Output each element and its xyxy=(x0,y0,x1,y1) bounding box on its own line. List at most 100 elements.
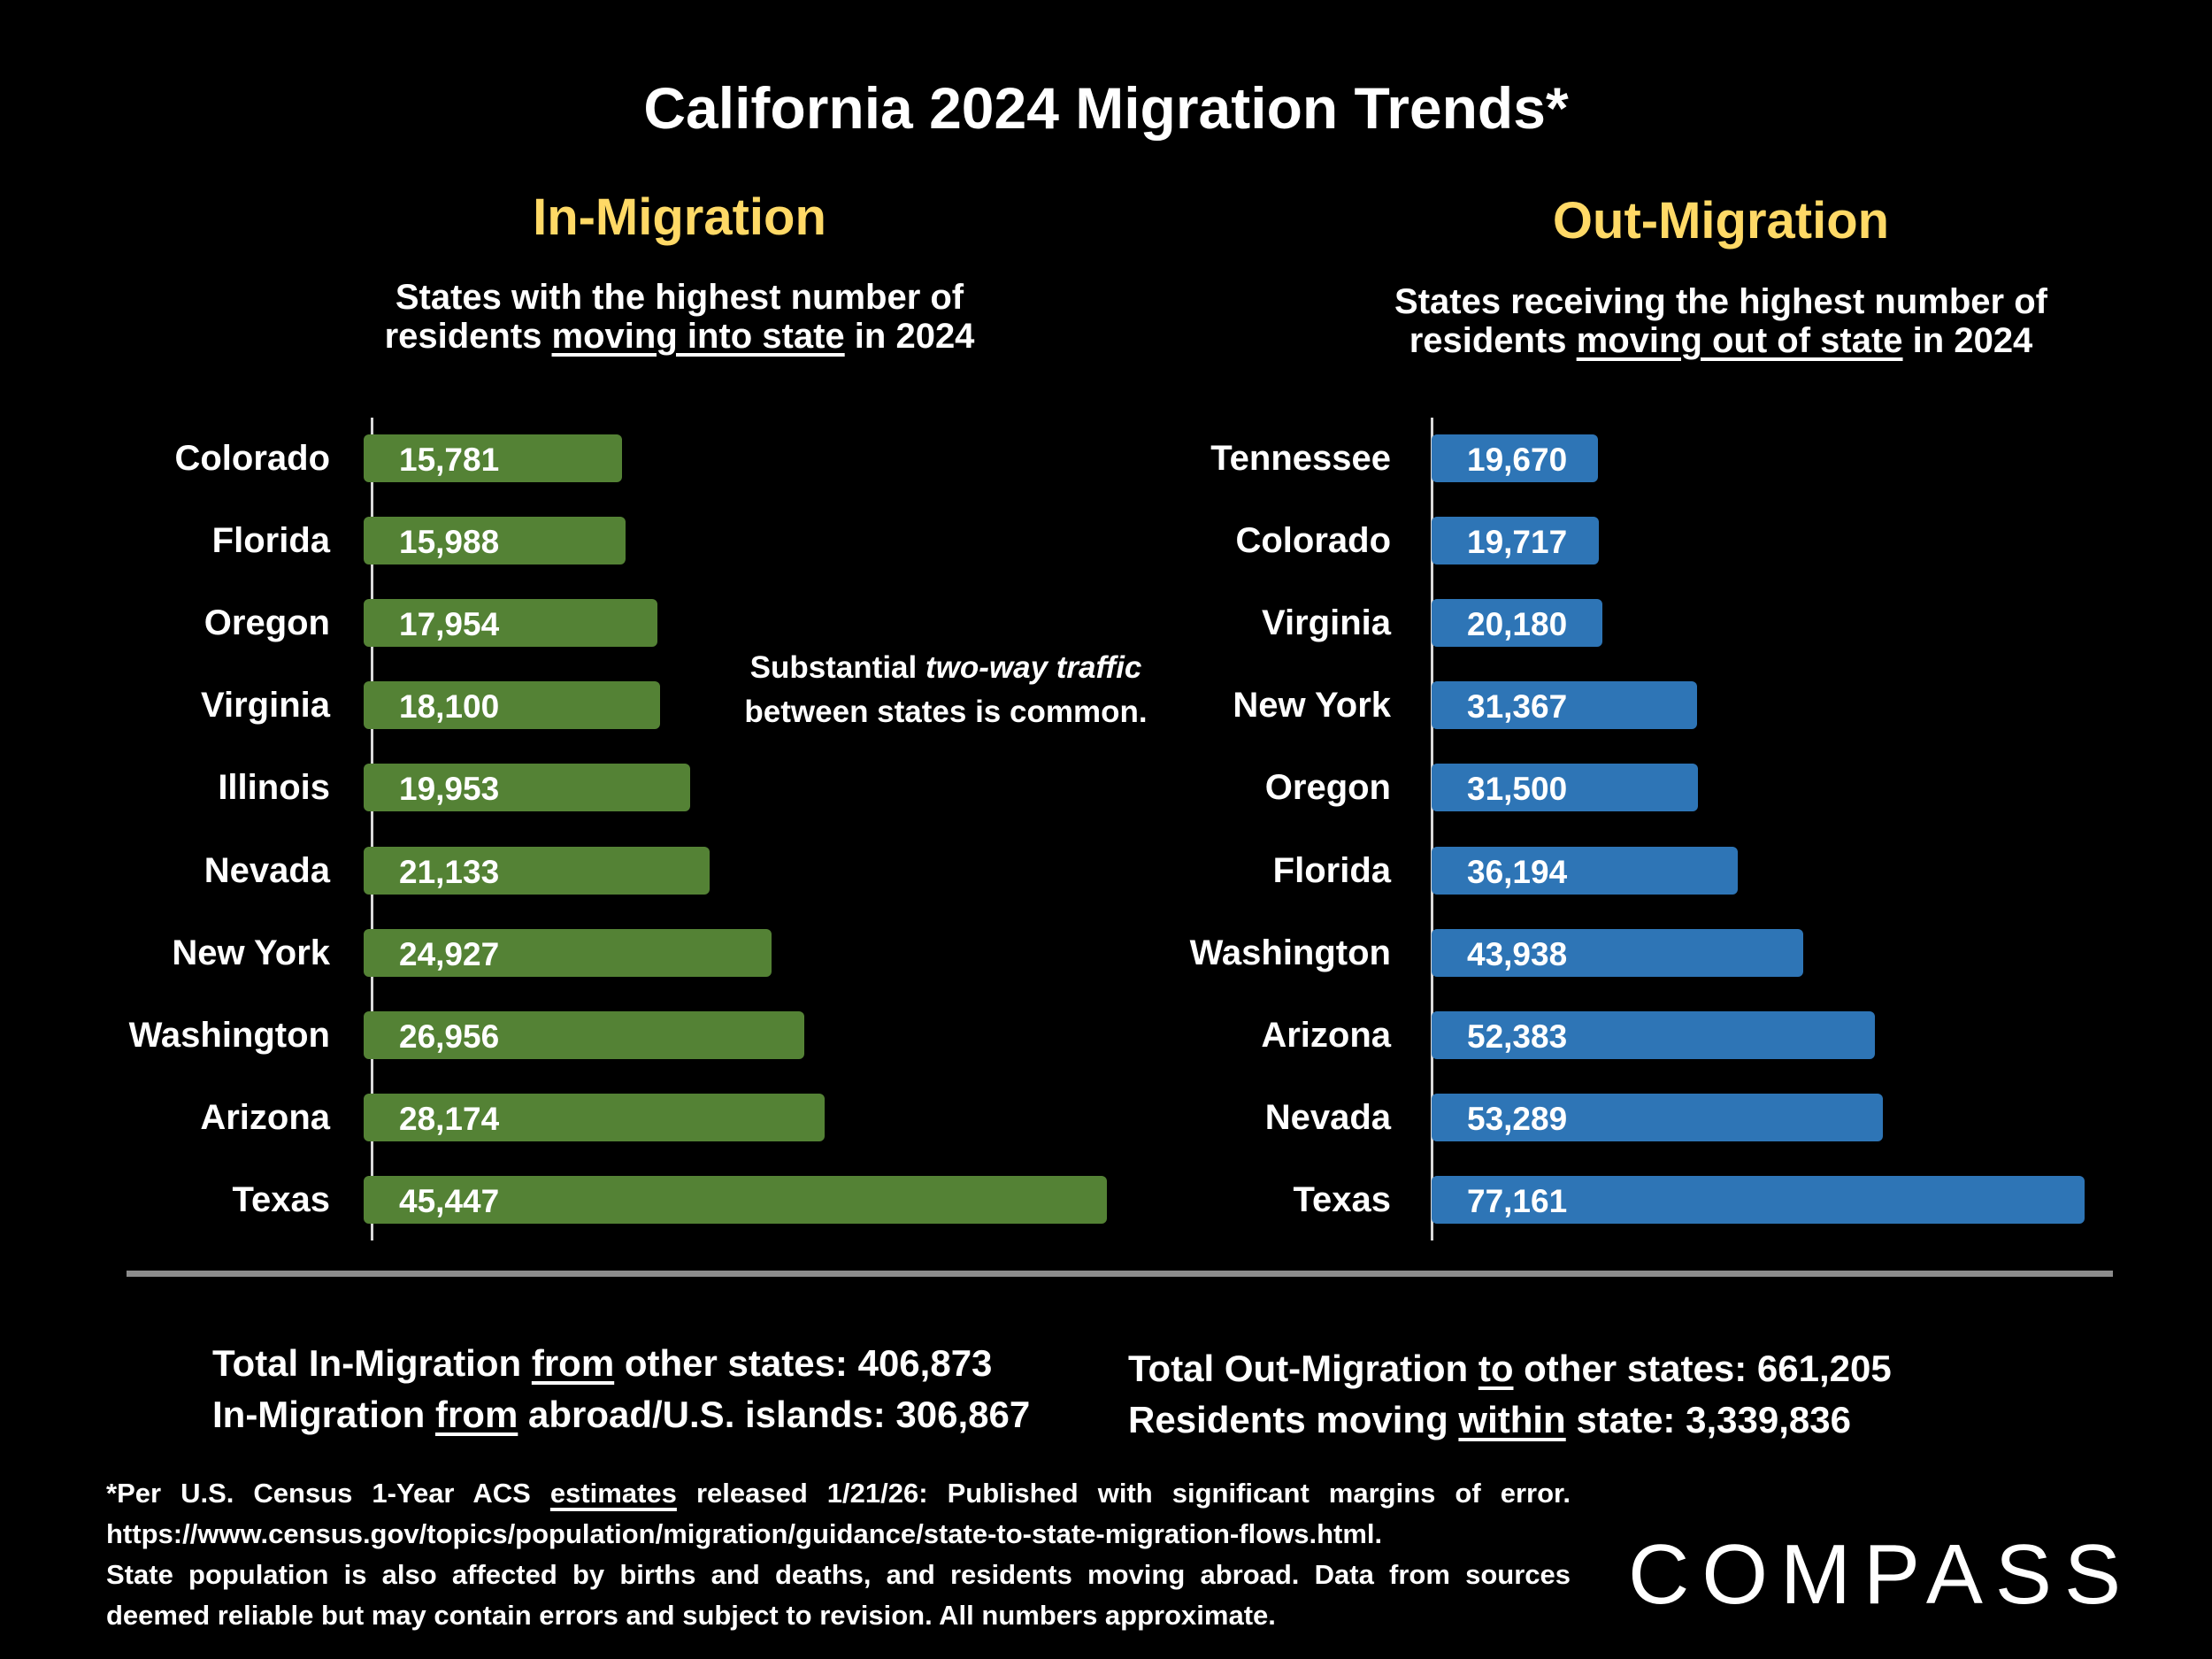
bar xyxy=(1432,928,1804,977)
bar xyxy=(364,517,626,565)
subtitle-line1: States with the highest number of xyxy=(395,278,964,317)
data-label: 36,194 xyxy=(1467,853,1568,890)
text: In-Migration xyxy=(212,1394,435,1435)
footnote-line1: *Per U.S. Census 1-Year ACS estimates re… xyxy=(106,1473,1571,1514)
divider xyxy=(127,1271,2113,1277)
data-label: 15,781 xyxy=(399,442,500,478)
category-label: New York xyxy=(172,933,330,972)
subtitle-line2: residents moving into state in 2024 xyxy=(193,317,1166,356)
category-label: Illinois xyxy=(218,768,330,808)
text: other states: 661,205 xyxy=(1513,1348,1892,1389)
axis-line xyxy=(1431,418,1433,1240)
bar xyxy=(1432,599,1602,648)
category-label: Oregon xyxy=(1264,768,1391,808)
category-label: Tennessee xyxy=(1210,439,1391,478)
annotation-text: Substantial xyxy=(749,650,926,685)
text: released 1/21/26: Published with signifi… xyxy=(676,1478,1571,1509)
category-label: Virginia xyxy=(201,686,330,726)
total-out-migration: Total Out-Migration to other states: 661… xyxy=(1128,1343,1892,1394)
subtitle-text: residents xyxy=(1409,321,1577,360)
data-label: 28,174 xyxy=(399,1100,500,1137)
underlined-text: estimates xyxy=(549,1478,677,1509)
data-label: 26,956 xyxy=(399,1018,500,1055)
subtitle-text: in 2024 xyxy=(844,317,975,356)
subtitle-line2: residents moving out of state in 2024 xyxy=(1234,321,2208,360)
subtitle-underlined: moving out of state xyxy=(1576,321,1903,360)
text: state: 3,339,836 xyxy=(1565,1399,1851,1440)
bar xyxy=(364,846,710,895)
in-migration-abroad: In-Migration from abroad/U.S. islands: 3… xyxy=(212,1389,1030,1440)
data-label: 19,717 xyxy=(1467,524,1568,561)
compass-logo: COMPASS xyxy=(1628,1527,2133,1622)
bar xyxy=(364,928,772,977)
bar xyxy=(364,1175,1107,1224)
bar xyxy=(1432,846,1739,895)
underlined-text: within xyxy=(1458,1399,1566,1440)
total-in-migration: Total In-Migration from other states: 40… xyxy=(212,1338,1030,1389)
data-label: 19,670 xyxy=(1467,442,1568,478)
text: Total In-Migration xyxy=(212,1342,532,1384)
page-title: California 2024 Migration Trends* xyxy=(643,75,1569,141)
bar xyxy=(1432,764,1699,812)
residents-within-state: Residents moving within state: 3,339,836 xyxy=(1128,1394,1892,1446)
subtitle-line1: States receiving the highest number of xyxy=(1394,282,2047,321)
category-label: Nevada xyxy=(204,850,330,890)
category-label: Nevada xyxy=(1264,1097,1391,1137)
data-label: 15,988 xyxy=(399,524,500,561)
category-label: Florida xyxy=(211,521,330,561)
bar xyxy=(364,681,660,730)
bar xyxy=(1432,434,1599,482)
bar xyxy=(1432,517,1599,565)
bar xyxy=(364,764,690,812)
bar xyxy=(364,434,622,482)
category-label: Washington xyxy=(128,1015,330,1055)
data-label: 52,383 xyxy=(1467,1018,1568,1055)
category-label: Arizona xyxy=(1261,1015,1391,1055)
text: Residents moving xyxy=(1128,1399,1459,1440)
footnote-line3: State population is also affected by bir… xyxy=(106,1559,1571,1590)
data-label: 45,447 xyxy=(399,1182,500,1219)
annotation-line2: between states is common. xyxy=(744,695,1148,729)
in-migration-subtitle: States with the highest number of reside… xyxy=(193,278,1166,356)
annotation: Substantial two-way traffic between stat… xyxy=(738,646,1154,734)
axis-line xyxy=(371,418,373,1240)
text: other states: 406,873 xyxy=(614,1342,993,1384)
data-label: 19,953 xyxy=(399,771,500,808)
category-label: Virginia xyxy=(1262,603,1391,643)
data-label: 18,100 xyxy=(399,688,500,726)
bar xyxy=(364,1093,825,1141)
annotation-line1: Substantial two-way traffic xyxy=(738,646,1154,690)
category-label: Oregon xyxy=(204,603,330,643)
category-label: New York xyxy=(1233,686,1391,726)
data-label: 24,927 xyxy=(399,935,500,972)
underlined-text: from xyxy=(531,1342,615,1384)
category-label: Washington xyxy=(1189,933,1391,972)
bar xyxy=(364,1010,805,1059)
data-label: 20,180 xyxy=(1467,606,1568,643)
subtitle-underlined: moving into state xyxy=(551,317,845,356)
in-migration-heading: In-Migration xyxy=(533,188,826,246)
subtitle-text: residents xyxy=(384,317,552,356)
category-label: Florida xyxy=(1272,850,1391,890)
out-migration-heading: Out-Migration xyxy=(1552,192,1890,250)
category-label: Texas xyxy=(232,1179,330,1219)
data-label: 21,133 xyxy=(399,853,500,890)
subtitle-text: in 2024 xyxy=(1902,321,2033,360)
underlined-text: from xyxy=(434,1394,518,1435)
data-label: 77,161 xyxy=(1467,1182,1568,1219)
out-totals: Total Out-Migration to other states: 661… xyxy=(1128,1343,1892,1446)
footnote: *Per U.S. Census 1-Year ACS estimates re… xyxy=(106,1473,1571,1636)
data-label: 31,367 xyxy=(1467,688,1568,726)
bar xyxy=(1432,681,1697,730)
out-migration-subtitle: States receiving the highest number of r… xyxy=(1234,282,2208,360)
text: abroad/U.S. islands: 306,867 xyxy=(518,1394,1031,1435)
data-label: 53,289 xyxy=(1467,1100,1568,1137)
in-totals: Total In-Migration from other states: 40… xyxy=(212,1338,1030,1440)
data-label: 31,500 xyxy=(1467,771,1568,808)
text: *Per U.S. Census 1-Year ACS xyxy=(106,1478,550,1509)
bar xyxy=(364,599,657,648)
bar xyxy=(1432,1093,1883,1141)
category-label: Arizona xyxy=(200,1097,330,1137)
bar xyxy=(1432,1175,2085,1224)
text: Total Out-Migration xyxy=(1128,1348,1479,1389)
